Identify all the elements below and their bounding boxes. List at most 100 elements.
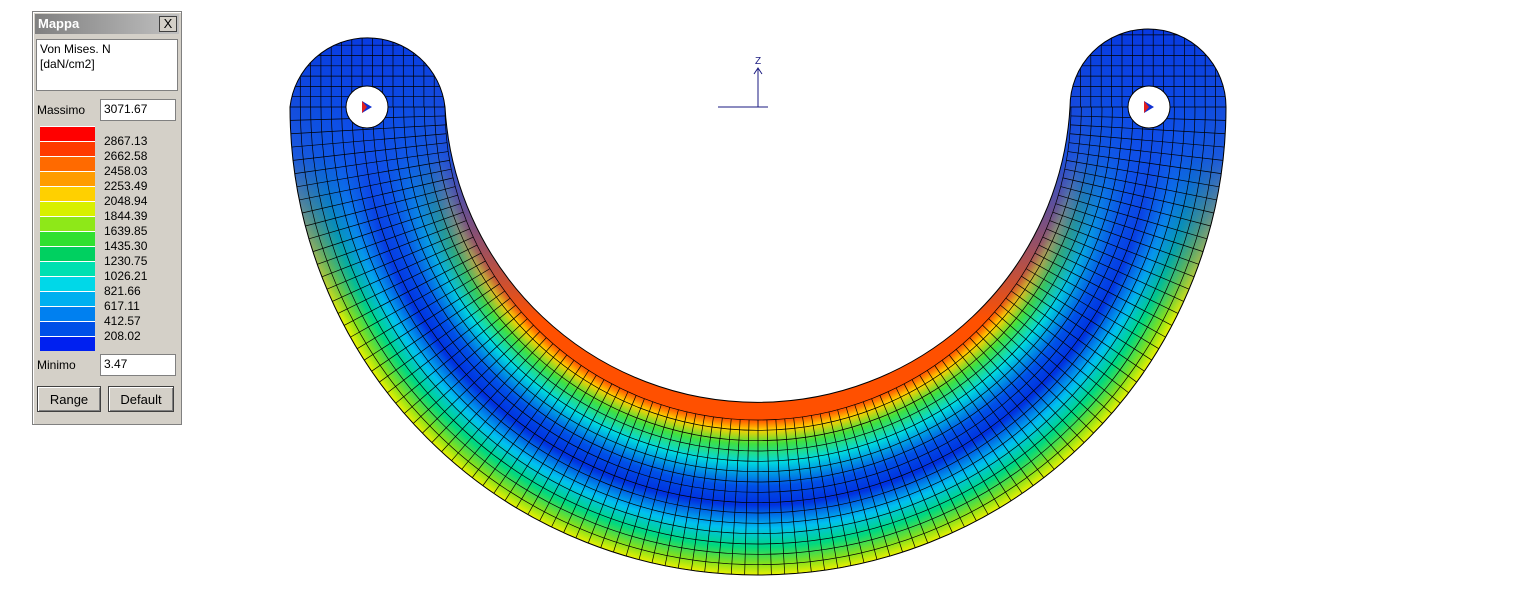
mesh-line: [539, 383, 613, 522]
mesh-line: [299, 168, 452, 201]
max-label: Massimo: [37, 103, 86, 117]
mesh-line: [982, 324, 1094, 434]
level-label: 2662.58: [104, 149, 148, 163]
mesh-line: [471, 354, 568, 478]
mesh-line: [879, 395, 941, 539]
mesh-line: [294, 151, 449, 174]
mesh-line: [293, 142, 448, 161]
mesh-line: [1066, 160, 1220, 188]
mesh-line: [387, 297, 511, 394]
mesh-line: [431, 331, 541, 443]
level-label: 1230.75: [104, 254, 148, 268]
mesh-line: [1016, 283, 1145, 372]
min-input[interactable]: 3.47: [100, 354, 176, 376]
color-swatch: [40, 141, 95, 156]
legend: 2867.13 2662.58 2458.03 2253.49 2048.94 1844.…: [38, 123, 178, 351]
mesh-line: [551, 387, 621, 528]
map-panel: Mappa X Von Mises. N [daN/cm2] Massimo 3…: [32, 11, 182, 425]
mesh-line: [775, 419, 786, 575]
color-swatch: [40, 246, 95, 261]
color-swatch: [40, 216, 95, 231]
color-swatch: [40, 276, 95, 291]
level-label: 1639.85: [104, 224, 148, 238]
mesh-line: [903, 383, 977, 522]
mesh-line: [587, 398, 645, 544]
level-label: 2253.49: [104, 179, 148, 193]
mesh-line: [1025, 268, 1159, 349]
mesh-line: [871, 398, 929, 544]
mesh-line: [600, 401, 654, 548]
mesh-line: [290, 124, 446, 135]
mesh: [290, 107, 1226, 575]
mesh-line: [854, 404, 903, 553]
mesh-line: [664, 413, 697, 566]
mesh-line: [911, 379, 989, 515]
color-swatch: [40, 321, 95, 336]
mesh-line: [1058, 194, 1208, 240]
mesh-line: [744, 419, 750, 575]
mesh-line: [837, 409, 878, 560]
level-label: 2867.13: [104, 134, 148, 148]
color-swatch: [40, 156, 95, 171]
mesh-line: [1011, 290, 1137, 383]
mesh-line: [613, 404, 662, 553]
mesh-line: [527, 379, 605, 515]
mesh-line: [955, 349, 1055, 470]
mesh-line: [575, 395, 637, 539]
axis-label: Z: [755, 56, 761, 67]
level-label: 2458.03: [104, 164, 148, 178]
mesh-line: [730, 419, 741, 575]
mesh-line: [1067, 151, 1222, 174]
mesh-line: [326, 228, 470, 290]
max-input[interactable]: 3071.67: [100, 99, 176, 121]
mesh-line: [1005, 297, 1129, 394]
mesh-line: [1069, 133, 1225, 148]
mesh-line: [451, 343, 554, 461]
mesh-line: [332, 236, 474, 302]
mesh-line: [395, 304, 516, 404]
mesh-line: [802, 416, 825, 571]
mesh-line: [704, 417, 723, 572]
mesh-line: [975, 331, 1085, 443]
mesh-line: [1055, 203, 1204, 252]
level-label: 1026.21: [104, 269, 148, 283]
mesh-line: [1046, 228, 1190, 290]
mesh-line: [948, 354, 1045, 478]
mesh-line: [862, 401, 916, 548]
min-label: Minimo: [37, 358, 76, 372]
mesh-line: [691, 416, 714, 571]
level-label: 2048.94: [104, 194, 148, 208]
mesh-line: [493, 365, 582, 494]
mesh-line: [1038, 244, 1179, 314]
mesh-line: [1049, 220, 1195, 278]
color-swatch: [40, 231, 95, 246]
mesh-line: [1068, 142, 1223, 161]
default-button[interactable]: Default: [108, 386, 174, 412]
mesh-line: [926, 370, 1012, 501]
mesh-line: [934, 365, 1023, 494]
color-swatch: [40, 261, 95, 276]
level-label: 1435.30: [104, 239, 148, 253]
mesh-line: [350, 260, 486, 338]
color-swatch: [40, 336, 95, 351]
mesh-line: [941, 360, 1034, 486]
level-label: 208.02: [104, 329, 141, 343]
mesh-line: [625, 407, 671, 557]
mesh-line: [563, 391, 629, 533]
range-button[interactable]: Range: [37, 386, 101, 412]
mesh-line: [321, 220, 467, 278]
level-label: 617.11: [104, 299, 140, 313]
mesh-line: [337, 244, 478, 314]
mesh-line: [1070, 124, 1226, 135]
mesh-line: [1042, 236, 1184, 302]
support: [1144, 101, 1149, 113]
mesh-line: [988, 318, 1104, 424]
close-button[interactable]: X: [159, 16, 177, 32]
mesh-line: [1030, 260, 1166, 338]
mesh-line: [305, 186, 456, 227]
mesh-line: [1000, 304, 1121, 404]
mesh-line: [828, 411, 865, 563]
mesh-line: [343, 252, 482, 326]
mesh-line: [317, 211, 464, 265]
